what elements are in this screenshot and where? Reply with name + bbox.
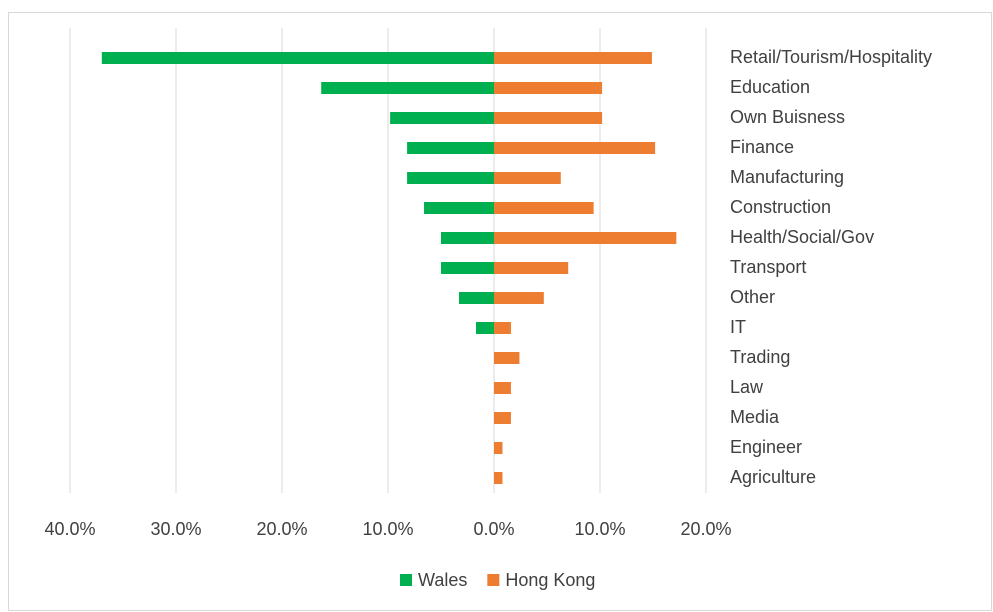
- x-tick-label: 10.0%: [574, 519, 625, 539]
- bar: [494, 472, 503, 484]
- category-label: Media: [730, 407, 780, 427]
- bar: [494, 322, 511, 334]
- legend-swatch: [487, 574, 500, 586]
- bar: [321, 82, 494, 94]
- bar: [494, 442, 503, 454]
- category-label: Transport: [730, 257, 806, 277]
- category-label: Manufacturing: [730, 167, 844, 187]
- category-label: Construction: [730, 197, 831, 217]
- category-label: Education: [730, 77, 810, 97]
- bar: [424, 202, 494, 214]
- legend-swatch: [400, 574, 412, 586]
- bar: [494, 202, 594, 214]
- x-tick-label: 20.0%: [680, 519, 731, 539]
- bar: [494, 382, 511, 394]
- bar: [494, 172, 561, 184]
- bar: [459, 292, 494, 304]
- legend-label: Hong Kong: [505, 570, 595, 590]
- category-label: Finance: [730, 137, 794, 157]
- x-tick-label: 30.0%: [150, 519, 201, 539]
- bar: [101, 52, 495, 64]
- category-label: Trading: [730, 347, 790, 367]
- bar: [494, 52, 652, 64]
- category-label: Retail/Tourism/Hospitality: [730, 47, 932, 67]
- category-label: IT: [730, 317, 746, 337]
- bar: [494, 142, 656, 154]
- bar: [390, 112, 494, 124]
- bar: [475, 322, 494, 334]
- x-tick-label: 40.0%: [44, 519, 95, 539]
- bar: [441, 262, 494, 274]
- category-label: Other: [730, 287, 775, 307]
- bar: [494, 352, 520, 364]
- bar: [494, 292, 544, 304]
- bar: [494, 412, 511, 424]
- bar: [494, 262, 569, 274]
- category-label: Health/Social/Gov: [730, 227, 874, 247]
- bar: [407, 142, 494, 154]
- bar: [494, 112, 603, 124]
- x-tick-label: 0.0%: [473, 519, 514, 539]
- bar: [494, 232, 677, 244]
- x-tick-label: 20.0%: [256, 519, 307, 539]
- bar: [494, 82, 603, 94]
- category-label: Law: [730, 377, 764, 397]
- category-label: Own Buisness: [730, 107, 845, 127]
- legend-label: Wales: [418, 570, 467, 590]
- x-tick-label: 10.0%: [362, 519, 413, 539]
- category-label: Agriculture: [730, 467, 816, 487]
- bar: [407, 172, 494, 184]
- bar: [441, 232, 494, 244]
- category-label: Engineer: [730, 437, 802, 457]
